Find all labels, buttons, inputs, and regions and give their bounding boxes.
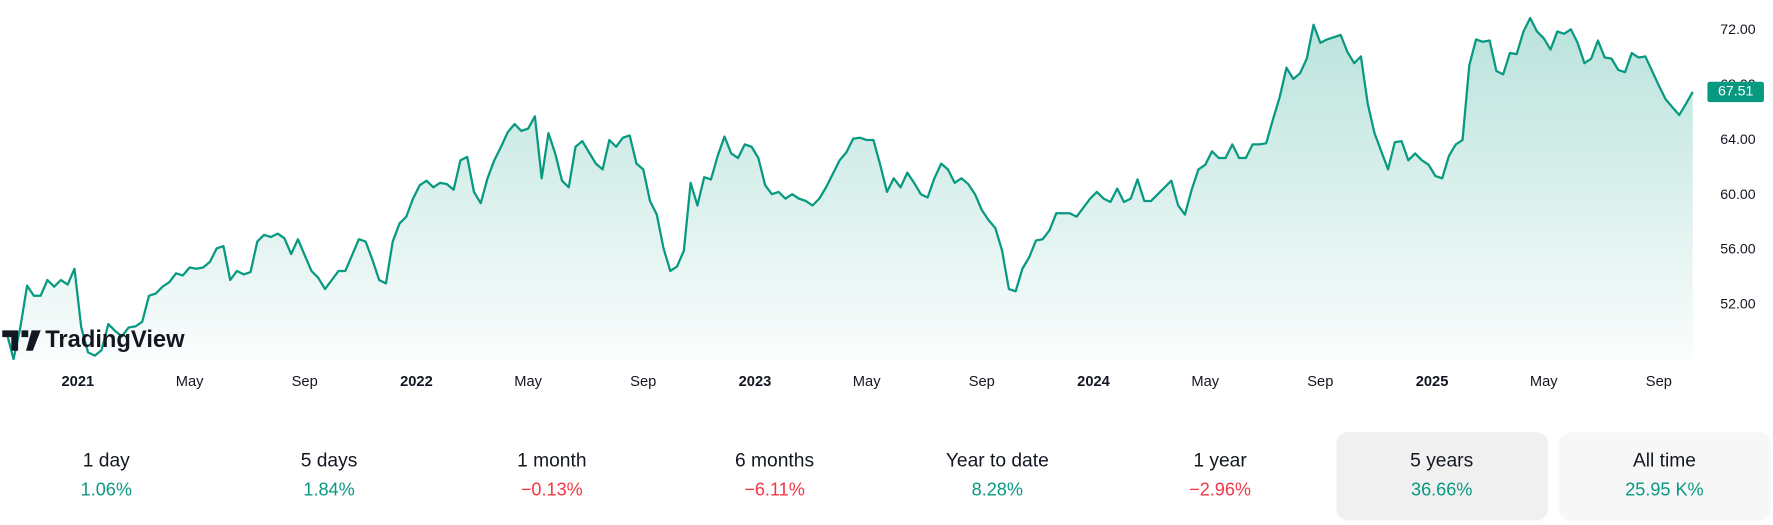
logo (2, 330, 41, 351)
x-tick-label: 2023 (739, 374, 772, 390)
period-change: −2.96% (1189, 480, 1251, 500)
periods: 1 day 1.06% 5 days 1.84% 1 month −0.13% … (81, 432, 1771, 521)
period-label[interactable]: All time (1633, 451, 1696, 472)
x-tick-label: Sep (969, 374, 995, 390)
period-selected[interactable] (1336, 432, 1548, 521)
x-tick-label: May (176, 374, 204, 390)
x-tick-label: May (1530, 374, 1558, 390)
period-change: 25.95 K% (1625, 480, 1703, 500)
last-price-label: 67.51 (1718, 83, 1753, 99)
x-tick-label: Sep (292, 374, 318, 390)
area-fill (6, 18, 1693, 360)
y-tick-label: 56.00 (1720, 241, 1755, 257)
y-tick-label: 72.00 (1720, 21, 1755, 37)
period-change: −6.11% (744, 480, 804, 500)
period-label[interactable]: 1 month (517, 451, 586, 472)
period-change: 36.66% (1411, 480, 1472, 500)
period-hover[interactable] (1559, 432, 1771, 521)
period-label[interactable]: 5 years (1410, 451, 1473, 472)
watermark-text: TradingView (45, 327, 185, 353)
plot-area (5, 16, 1694, 361)
period-change: 1.06% (81, 480, 132, 500)
y-tick-label: 64.00 (1720, 131, 1755, 147)
x-tick-label: May (514, 374, 542, 390)
x-tick-label: 2024 (1077, 374, 1111, 390)
period-label[interactable]: 5 days (301, 451, 358, 472)
x-tick-label: 2022 (400, 374, 433, 390)
period-label[interactable]: 1 year (1193, 451, 1247, 472)
watermark: TradingView (2, 327, 185, 353)
x-tick-label: Sep (1646, 374, 1672, 390)
period-label[interactable]: 1 day (83, 451, 130, 472)
period-change: −0.13% (521, 480, 583, 500)
x-tick-label: Sep (630, 374, 656, 390)
price-line (5, 16, 1694, 361)
period-change: 8.28% (972, 480, 1023, 500)
x-tick-label: 2021 (62, 374, 95, 390)
y-tick-label: 60.00 (1720, 186, 1755, 202)
y-tick-label: 52.00 (1720, 296, 1755, 312)
period-label[interactable]: 6 months (735, 451, 814, 472)
period-label[interactable]: Year to date (946, 451, 1049, 472)
x-tick-label: May (853, 374, 881, 390)
period-change: 1.84% (303, 480, 354, 500)
x-tick-label: Sep (1307, 374, 1333, 390)
last-price-box (1707, 81, 1764, 103)
x-tick-label: May (1191, 374, 1219, 390)
x-tick-label: 2025 (1416, 374, 1449, 390)
